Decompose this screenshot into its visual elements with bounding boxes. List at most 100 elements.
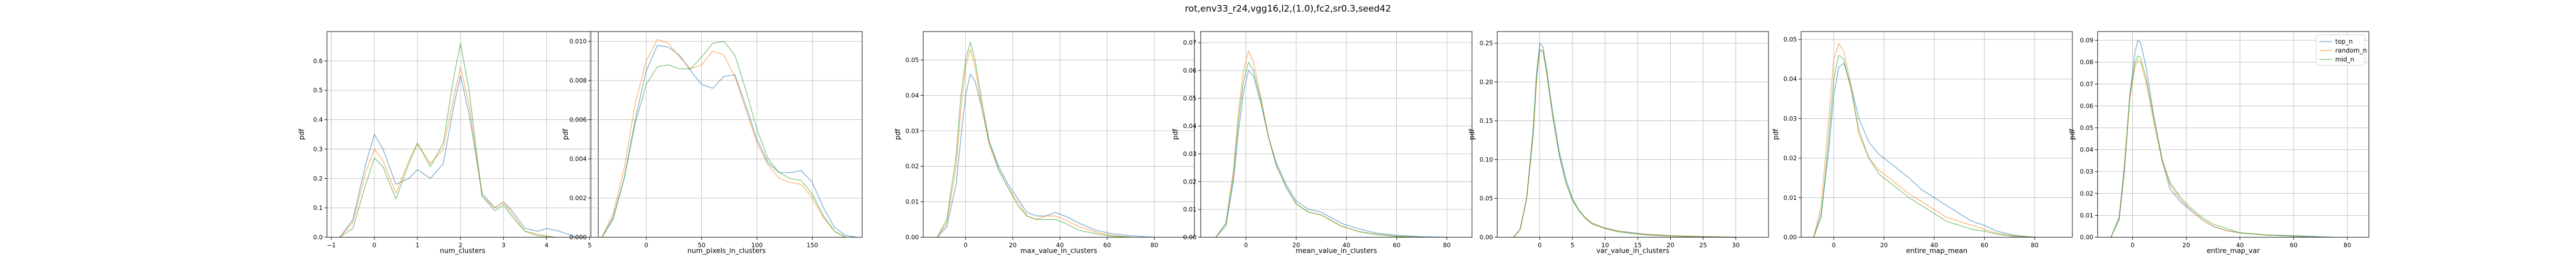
- x-tick-label: 80: [1150, 241, 1158, 249]
- y-tick-label: 0.002: [569, 195, 587, 202]
- x-axis-label: entire_map_var: [2207, 247, 2261, 255]
- y-tick-label: 0.02: [2080, 190, 2093, 197]
- y-tick-label: 0.07: [1183, 39, 1197, 46]
- y-tick-label: 0.00: [1479, 234, 1493, 241]
- series-line-mid-n: [601, 41, 846, 238]
- x-tick-label: 25: [1699, 241, 1707, 249]
- x-tick-label: 0: [2131, 241, 2134, 249]
- y-tick-label: 0.04: [1183, 123, 1197, 130]
- y-axis-label: pdf: [562, 129, 570, 140]
- x-tick-label: 40: [2236, 241, 2244, 249]
- legend-label-top-n: top_n: [2335, 38, 2353, 45]
- legend-box: [2316, 34, 2365, 66]
- y-tick-label: 0.03: [2080, 168, 2093, 175]
- y-tick-label: 0.25: [1479, 39, 1493, 47]
- y-tick-label: 0.20: [1479, 78, 1493, 86]
- y-tick-label: 0.05: [1783, 36, 1797, 43]
- x-tick-label: 20: [1880, 241, 1888, 249]
- y-tick-label: 0.0: [313, 234, 323, 241]
- y-tick-label: 0.1: [313, 204, 323, 211]
- series-line-top-n: [2110, 39, 2334, 238]
- y-tick-label: 0.010: [569, 38, 587, 45]
- series-line-mid-n: [937, 42, 1131, 238]
- chart-panels: −1 0 1 2 3 4 5 0.0 0.1 0.2 0.3 0.4 0.5 0.6 num_cluster…: [298, 31, 2369, 255]
- x-tick-label: 1: [415, 241, 419, 249]
- y-tick-label: 0.5: [313, 87, 323, 94]
- x-axis-label: num_clusters: [440, 247, 486, 255]
- y-tick-label: 0.00: [1783, 234, 1797, 241]
- x-tick-label: 50: [698, 241, 706, 249]
- legend: top_n random_n mid_n: [2316, 34, 2367, 66]
- y-tick-label: 0.15: [1479, 117, 1493, 125]
- series-line-random-n: [2110, 59, 2321, 238]
- x-tick-label: 5: [1570, 241, 1574, 249]
- y-tick-label: 0.01: [905, 198, 919, 206]
- x-axis-label: entire_map_mean: [1906, 247, 1968, 255]
- series-line-random-n: [937, 48, 1131, 238]
- x-tick-label: 0: [964, 241, 967, 249]
- series-line-top-n: [339, 75, 577, 238]
- x-axis-label: mean_value_in_clusters: [1296, 247, 1377, 255]
- x-tick-label: 60: [2290, 241, 2298, 249]
- y-axis-label: pdf: [298, 129, 306, 140]
- x-tick-label: 30: [1732, 241, 1740, 249]
- x-tick-label: −1: [327, 241, 336, 249]
- x-axis-label: max_value_in_clusters: [1020, 247, 1097, 255]
- x-tick-label: 15: [1634, 241, 1642, 249]
- chart-panel-7: 0 20 40 60 80 0.00 0.01 0.02 0.03 0.04 0.05 0.06 0.0…: [2069, 31, 2369, 255]
- chart-panel-6: 0 20 40 60 80 0.00 0.01 0.02 0.03 0.04 0.05 entire_…: [1772, 31, 2073, 255]
- y-tick-label: 0.05: [2080, 124, 2093, 132]
- axes-frame: [1497, 31, 1769, 238]
- x-tick-label: 100: [751, 241, 763, 249]
- x-tick-label: 10: [1601, 241, 1609, 249]
- x-tick-label: 80: [1443, 241, 1451, 249]
- x-tick-label: 20: [2182, 241, 2190, 249]
- y-tick-label: 0.01: [1783, 194, 1797, 201]
- chart-panel-5: 0 5 10 15 20 25 30 0.00 0.05 0.10 0.15 0.20 0.25 var_…: [1468, 31, 1769, 255]
- x-tick-label: 60: [1103, 241, 1111, 249]
- y-tick-label: 0.10: [1479, 156, 1493, 163]
- series-line-top-n: [1813, 63, 2035, 238]
- y-tick-label: 0.03: [1183, 150, 1197, 157]
- x-tick-label: 0: [645, 241, 648, 249]
- y-tick-label: 0.05: [1183, 95, 1197, 102]
- legend-label-random-n: random_n: [2335, 47, 2367, 54]
- y-tick-label: 0.3: [313, 145, 323, 153]
- x-tick-label: 0: [372, 241, 376, 249]
- y-tick-label: 0.02: [1783, 155, 1797, 162]
- series-line-random-n: [601, 39, 846, 238]
- x-tick-label: 20: [1292, 241, 1300, 249]
- series-line-mid-n: [2110, 55, 2321, 238]
- axes-frame: [2097, 31, 2369, 238]
- axes-frame: [1200, 31, 1473, 238]
- x-tick-label: 20: [1009, 241, 1017, 249]
- series-line-mid-n: [1215, 62, 1422, 238]
- x-tick-label: 3: [502, 241, 505, 249]
- series-line-mid-n: [1813, 55, 2035, 238]
- x-tick-label: 4: [545, 241, 548, 249]
- y-tick-label: 0.2: [313, 175, 323, 182]
- y-tick-label: 0.008: [569, 77, 587, 84]
- y-tick-label: 0.03: [1783, 115, 1797, 122]
- y-tick-label: 0.00: [2080, 234, 2093, 241]
- series-line-top-n: [1215, 70, 1447, 238]
- series-line-mid-n: [1513, 49, 1736, 238]
- y-axis-label: pdf: [894, 129, 902, 140]
- y-tick-label: 0.04: [1783, 75, 1797, 83]
- y-tick-label: 0.02: [905, 163, 919, 170]
- x-tick-label: 40: [1930, 241, 1938, 249]
- figure-suptitle: rot,env33_r24,vgg16,l2,(1.0),fc2,sr0.3,s…: [1185, 4, 1391, 14]
- y-tick-label: 0.00: [905, 234, 919, 241]
- y-tick-label: 0.04: [2080, 146, 2093, 154]
- y-axis-label: pdf: [1172, 129, 1180, 140]
- series-line-top-n: [937, 74, 1154, 238]
- y-tick-label: 0.4: [313, 116, 323, 124]
- chart-panel-1: −1 0 1 2 3 4 5 0.0 0.1 0.2 0.3 0.4 0.5 0.6 num_cluster…: [298, 31, 599, 255]
- chart-panel-2: 0 50 100 150 0.000 0.002 0.004 0.006 0.008 0.010 n…: [562, 31, 863, 255]
- chart-panel-4: 0 20 40 60 80 0.00 0.01 0.02 0.03 0.04 0.05 0.06 0.0…: [1172, 31, 1473, 255]
- x-tick-label: 2: [458, 241, 462, 249]
- series-line-mid-n: [340, 43, 556, 238]
- axes-frame: [326, 31, 599, 238]
- y-tick-label: 0.6: [313, 57, 323, 65]
